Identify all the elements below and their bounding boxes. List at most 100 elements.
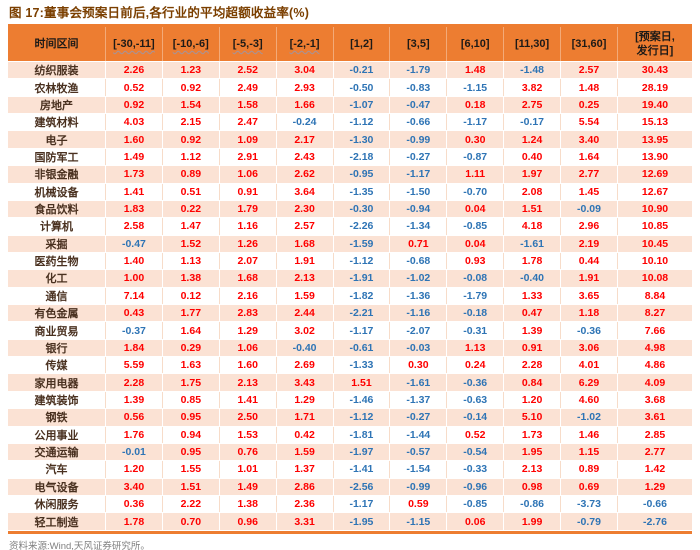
industry-label: 轻工制造 xyxy=(8,512,106,531)
value-cell: -0.30 xyxy=(333,200,391,219)
value-cell: 1.77 xyxy=(162,304,220,323)
value-cell: 7.14 xyxy=(105,287,163,306)
value-cell: 1.41 xyxy=(219,391,277,410)
value-cell: 1.23 xyxy=(162,61,220,80)
value-cell: -1.36 xyxy=(389,287,448,306)
value-cell: 0.51 xyxy=(162,183,220,201)
value-cell: -1.12 xyxy=(333,252,391,271)
table-row: 电子 1.60 0.92 1.09 2.17 -1.30 -0.99 0.30 1.24 3.40… xyxy=(8,130,692,149)
industry-label: 电子 xyxy=(8,130,106,149)
value-cell: -1.15 xyxy=(389,512,448,531)
value-cell: 15.13 xyxy=(617,113,692,132)
value-cell: 2.96 xyxy=(560,217,618,236)
value-cell: 13.90 xyxy=(617,148,692,167)
industry-label: 钢铁 xyxy=(8,408,106,427)
table-row: 医药生物 1.40 1.13 2.07 1.91 -1.12 -0.68 0.93 1.78 0.… xyxy=(8,252,692,271)
value-cell: 2.28 xyxy=(503,356,561,375)
value-cell: 2.07 xyxy=(219,252,277,271)
industry-label: 计算机 xyxy=(8,217,106,236)
value-cell: 0.91 xyxy=(503,339,561,358)
value-cell: 0.18 xyxy=(446,96,505,115)
value-cell: 2.75 xyxy=(503,96,561,115)
value-cell: -1.17 xyxy=(446,113,505,132)
value-cell: 10.08 xyxy=(617,269,692,288)
value-cell: 5.54 xyxy=(560,113,618,132)
value-cell: 6.29 xyxy=(560,373,618,392)
value-cell: 3.04 xyxy=(276,61,334,80)
value-cell: -1.59 xyxy=(333,235,391,253)
value-cell: -0.99 xyxy=(389,130,448,149)
column-header: [6,10] xyxy=(446,27,504,62)
value-cell: 1.39 xyxy=(105,391,163,410)
figure-title: 图 17:董事会预案日前后,各行业的平均超额收益率(%) xyxy=(9,6,310,20)
value-cell: -0.54 xyxy=(446,443,505,462)
value-cell: 0.30 xyxy=(446,130,505,149)
value-cell: -1.37 xyxy=(389,391,448,410)
value-cell: 3.68 xyxy=(617,391,692,410)
value-cell: 1.46 xyxy=(560,426,618,444)
value-cell: 2.91 xyxy=(219,148,277,167)
value-cell: 2.77 xyxy=(617,443,692,462)
value-cell: 4.18 xyxy=(503,217,561,236)
table-row: 食品饮料 1.83 0.22 1.79 2.30 -0.30 -0.94 0.04 1.51 -0… xyxy=(8,200,692,219)
value-cell: 8.84 xyxy=(617,287,692,306)
value-cell: 0.95 xyxy=(162,443,220,462)
industry-label: 纺织服装 xyxy=(8,61,106,80)
value-cell: 1.59 xyxy=(276,287,334,306)
table-row: 传媒 5.59 1.63 1.60 2.69 -1.33 0.30 0.24 2.28 4.01 4… xyxy=(8,356,692,375)
value-cell: -0.68 xyxy=(389,252,448,271)
value-cell: -1.91 xyxy=(333,269,391,288)
value-cell: -1.79 xyxy=(446,287,505,306)
value-cell: 0.91 xyxy=(219,183,277,201)
value-cell: 2.36 xyxy=(276,495,334,514)
table-row: 有色金属 0.43 1.77 2.83 2.44 -2.21 -1.16 -0.18 0.47 1… xyxy=(8,304,692,323)
value-cell: -0.31 xyxy=(446,321,505,340)
value-cell: 8.27 xyxy=(617,304,692,323)
industry-label: 商业贸易 xyxy=(8,321,106,340)
industry-label: 房地产 xyxy=(8,96,106,115)
value-cell: 1.99 xyxy=(503,512,561,531)
value-cell: 3.40 xyxy=(105,478,163,496)
value-cell: 2.22 xyxy=(162,495,220,514)
value-cell: -1.44 xyxy=(389,426,448,444)
value-cell: -0.47 xyxy=(105,235,163,253)
value-cell: 1.54 xyxy=(162,96,220,115)
value-cell: -0.99 xyxy=(389,478,448,496)
value-cell: -0.61 xyxy=(333,339,391,358)
value-cell: -0.03 xyxy=(389,339,448,358)
value-cell: 1.48 xyxy=(446,61,505,80)
value-cell: -1.61 xyxy=(503,235,561,253)
value-cell: 2.43 xyxy=(276,148,334,167)
value-cell: 5.59 xyxy=(105,356,163,375)
table-row: 采掘 -0.47 1.52 1.26 1.68 -1.59 0.71 0.04 -1.61 2.1… xyxy=(8,235,692,253)
value-cell: 4.86 xyxy=(617,356,692,375)
value-cell: 28.19 xyxy=(617,78,692,97)
value-cell: 0.52 xyxy=(105,78,163,97)
value-cell: 1.24 xyxy=(503,130,561,149)
value-cell: 1.41 xyxy=(105,183,163,201)
value-cell: 2.08 xyxy=(503,183,561,201)
value-cell: 2.57 xyxy=(276,217,334,236)
value-cell: 0.94 xyxy=(162,426,220,444)
value-cell: -0.85 xyxy=(446,495,505,514)
industry-label: 公用事业 xyxy=(8,426,106,444)
value-cell: -3.73 xyxy=(560,495,618,514)
column-header: [11,30] xyxy=(503,27,561,62)
value-cell: 2.52 xyxy=(219,61,277,80)
value-cell: 0.43 xyxy=(105,304,163,323)
value-cell: 1.49 xyxy=(105,148,163,167)
value-cell: -1.79 xyxy=(389,61,448,80)
value-cell: 3.61 xyxy=(617,408,692,427)
value-cell: 0.71 xyxy=(389,235,448,253)
value-cell: 1.68 xyxy=(219,269,277,288)
value-cell: 2.19 xyxy=(560,235,618,253)
value-cell: 1.39 xyxy=(503,321,561,340)
value-cell: 0.36 xyxy=(105,495,163,514)
value-cell: 1.91 xyxy=(276,252,334,271)
value-cell: 0.30 xyxy=(389,356,448,375)
value-cell: 0.85 xyxy=(162,391,220,410)
industry-label: 汽车 xyxy=(8,460,106,479)
value-cell: 1.52 xyxy=(162,235,220,253)
value-cell: 2.49 xyxy=(219,78,277,97)
value-cell: 1.83 xyxy=(105,200,163,219)
